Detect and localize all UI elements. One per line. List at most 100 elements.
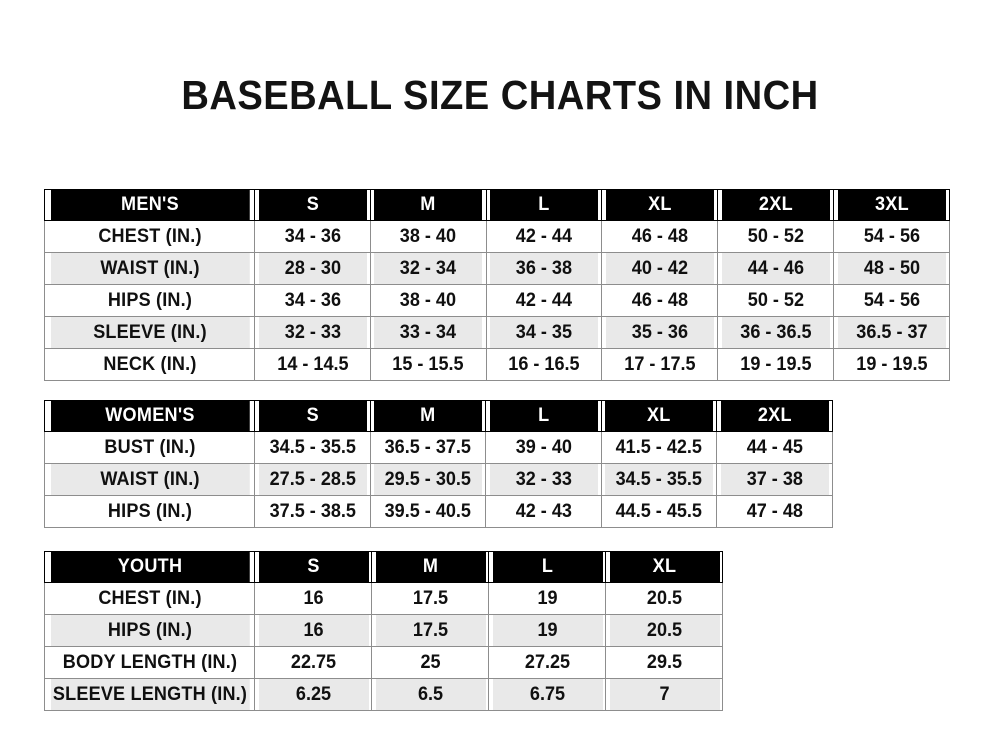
youth-measurement-value: 16 xyxy=(256,614,370,647)
youth-measurement-value: 20.5 xyxy=(607,582,721,615)
youth-measurement-value: 22.75 xyxy=(256,646,370,679)
youth-measurement-value: 6.25 xyxy=(256,678,370,711)
mens-header-row: MEN'S S M L XL 2XL 3XL xyxy=(45,189,950,221)
mens-measurement-value: 32 - 33 xyxy=(256,316,368,349)
mens-measurement-label: CHEST (IN.) xyxy=(49,220,250,253)
mens-measurement-value: 38 - 40 xyxy=(372,284,484,317)
mens-measurement-label: NECK (IN.) xyxy=(49,348,250,381)
womens-measurement-label: WAIST (IN.) xyxy=(49,463,250,496)
youth-size-header-s: S xyxy=(256,551,370,583)
womens-measurement-value: 44 - 45 xyxy=(719,431,831,464)
youth-size-header-m: M xyxy=(373,551,487,583)
womens-measurement-value: 36.5 - 37.5 xyxy=(372,431,484,464)
mens-measurement-value: 46 - 48 xyxy=(604,220,716,253)
mens-measurement-value: 38 - 40 xyxy=(372,220,484,253)
youth-size-table: YOUTH S M L XL CHEST (IN.) 16 17.5 19 20.5 HIPS (I… xyxy=(44,551,723,711)
womens-measurement-value: 41.5 - 42.5 xyxy=(603,431,715,464)
youth-size-header-xl: XL xyxy=(607,551,721,583)
mens-category-header: MEN'S xyxy=(49,189,250,221)
mens-size-header-s: S xyxy=(256,189,368,221)
table-row: BUST (IN.) 34.5 - 35.5 36.5 - 37.5 39 - 40 4… xyxy=(45,431,833,464)
womens-measurement-label: BUST (IN.) xyxy=(49,431,250,464)
womens-measurement-value: 37.5 - 38.5 xyxy=(256,495,368,528)
mens-size-header-xl: XL xyxy=(604,189,716,221)
youth-size-header-l: L xyxy=(490,551,604,583)
mens-measurement-value: 48 - 50 xyxy=(836,252,948,285)
mens-size-header-l: L xyxy=(488,189,600,221)
mens-measurement-value: 28 - 30 xyxy=(256,252,368,285)
table-row: BODY LENGTH (IN.) 22.75 25 27.25 29.5 xyxy=(45,646,723,679)
mens-measurement-value: 16 - 16.5 xyxy=(488,348,600,381)
youth-measurement-value: 6.75 xyxy=(490,678,604,711)
mens-measurement-value: 34 - 36 xyxy=(256,284,368,317)
womens-size-header-s: S xyxy=(256,400,368,432)
mens-measurement-label: HIPS (IN.) xyxy=(49,284,250,317)
womens-header-row: WOMEN'S S M L XL 2XL xyxy=(45,400,833,432)
mens-size-header-3xl: 3XL xyxy=(836,189,948,221)
mens-measurement-value: 54 - 56 xyxy=(836,284,948,317)
youth-measurement-label: BODY LENGTH (IN.) xyxy=(49,646,250,679)
mens-measurement-value: 15 - 15.5 xyxy=(372,348,484,381)
womens-measurement-label: HIPS (IN.) xyxy=(49,495,250,528)
youth-measurement-value: 19 xyxy=(490,582,604,615)
mens-measurement-value: 34 - 35 xyxy=(488,316,600,349)
mens-measurement-value: 35 - 36 xyxy=(604,316,716,349)
table-row: NECK (IN.) 14 - 14.5 15 - 15.5 16 - 16.5 17 … xyxy=(45,348,950,381)
mens-measurement-value: 40 - 42 xyxy=(604,252,716,285)
mens-measurement-value: 46 - 48 xyxy=(604,284,716,317)
table-row: HIPS (IN.) 37.5 - 38.5 39.5 - 40.5 42 - 43 4… xyxy=(45,495,833,528)
table-row: WAIST (IN.) 28 - 30 32 - 34 36 - 38 40 - 42 4… xyxy=(45,252,950,285)
womens-size-header-xl: XL xyxy=(603,400,715,432)
youth-measurement-label: CHEST (IN.) xyxy=(49,582,250,615)
mens-measurement-value: 33 - 34 xyxy=(372,316,484,349)
youth-measurement-label: HIPS (IN.) xyxy=(49,614,250,647)
mens-measurement-value: 34 - 36 xyxy=(256,220,368,253)
youth-measurement-value: 17.5 xyxy=(373,614,487,647)
youth-header-row: YOUTH S M L XL xyxy=(45,551,723,583)
mens-measurement-value: 17 - 17.5 xyxy=(604,348,716,381)
page-title: BASEBALL SIZE CHARTS IN INCH xyxy=(181,72,819,118)
mens-measurement-value: 36 - 36.5 xyxy=(720,316,832,349)
youth-category-header: YOUTH xyxy=(49,551,250,583)
table-row: HIPS (IN.) 34 - 36 38 - 40 42 - 44 46 - 48 50… xyxy=(45,284,950,317)
womens-measurement-value: 32 - 33 xyxy=(488,463,599,496)
youth-measurement-value: 29.5 xyxy=(607,646,721,679)
womens-measurement-value: 34.5 - 35.5 xyxy=(256,431,368,464)
table-row: HIPS (IN.) 16 17.5 19 20.5 xyxy=(45,614,723,647)
youth-measurement-value: 20.5 xyxy=(607,614,721,647)
mens-size-header-2xl: 2XL xyxy=(720,189,832,221)
mens-measurement-value: 19 - 19.5 xyxy=(720,348,832,381)
table-row: CHEST (IN.) 34 - 36 38 - 40 42 - 44 46 - 48 5… xyxy=(45,220,950,253)
youth-measurement-value: 27.25 xyxy=(490,646,604,679)
youth-measurement-value: 6.5 xyxy=(373,678,487,711)
youth-measurement-value: 19 xyxy=(490,614,604,647)
mens-measurement-value: 50 - 52 xyxy=(720,220,832,253)
mens-measurement-value: 14 - 14.5 xyxy=(256,348,368,381)
womens-measurement-value: 47 - 48 xyxy=(719,495,831,528)
mens-measurement-value: 50 - 52 xyxy=(720,284,832,317)
table-row: SLEEVE LENGTH (IN.) 6.25 6.5 6.75 7 xyxy=(45,678,723,711)
mens-size-header-m: M xyxy=(372,189,484,221)
youth-measurement-value: 16 xyxy=(256,582,370,615)
mens-measurement-value: 36 - 38 xyxy=(488,252,600,285)
mens-measurement-value: 42 - 44 xyxy=(488,220,600,253)
womens-measurement-value: 39.5 - 40.5 xyxy=(372,495,484,528)
mens-measurement-label: WAIST (IN.) xyxy=(49,252,250,285)
mens-measurement-value: 32 - 34 xyxy=(372,252,484,285)
mens-measurement-value: 54 - 56 xyxy=(836,220,948,253)
youth-measurement-label: SLEEVE LENGTH (IN.) xyxy=(49,678,250,711)
mens-measurement-value: 44 - 46 xyxy=(720,252,832,285)
table-row: CHEST (IN.) 16 17.5 19 20.5 xyxy=(45,582,723,615)
womens-measurement-value: 37 - 38 xyxy=(719,463,831,496)
mens-measurement-value: 19 - 19.5 xyxy=(836,348,948,381)
womens-measurement-value: 42 - 43 xyxy=(488,495,599,528)
womens-measurement-value: 34.5 - 35.5 xyxy=(603,463,715,496)
womens-measurement-value: 44.5 - 45.5 xyxy=(603,495,715,528)
mens-measurement-value: 42 - 44 xyxy=(488,284,600,317)
womens-size-header-2xl: 2XL xyxy=(719,400,831,432)
youth-measurement-value: 25 xyxy=(373,646,487,679)
youth-measurement-value: 17.5 xyxy=(373,582,487,615)
mens-measurement-label: SLEEVE (IN.) xyxy=(49,316,250,349)
womens-size-header-m: M xyxy=(372,400,484,432)
youth-measurement-value: 7 xyxy=(607,678,721,711)
